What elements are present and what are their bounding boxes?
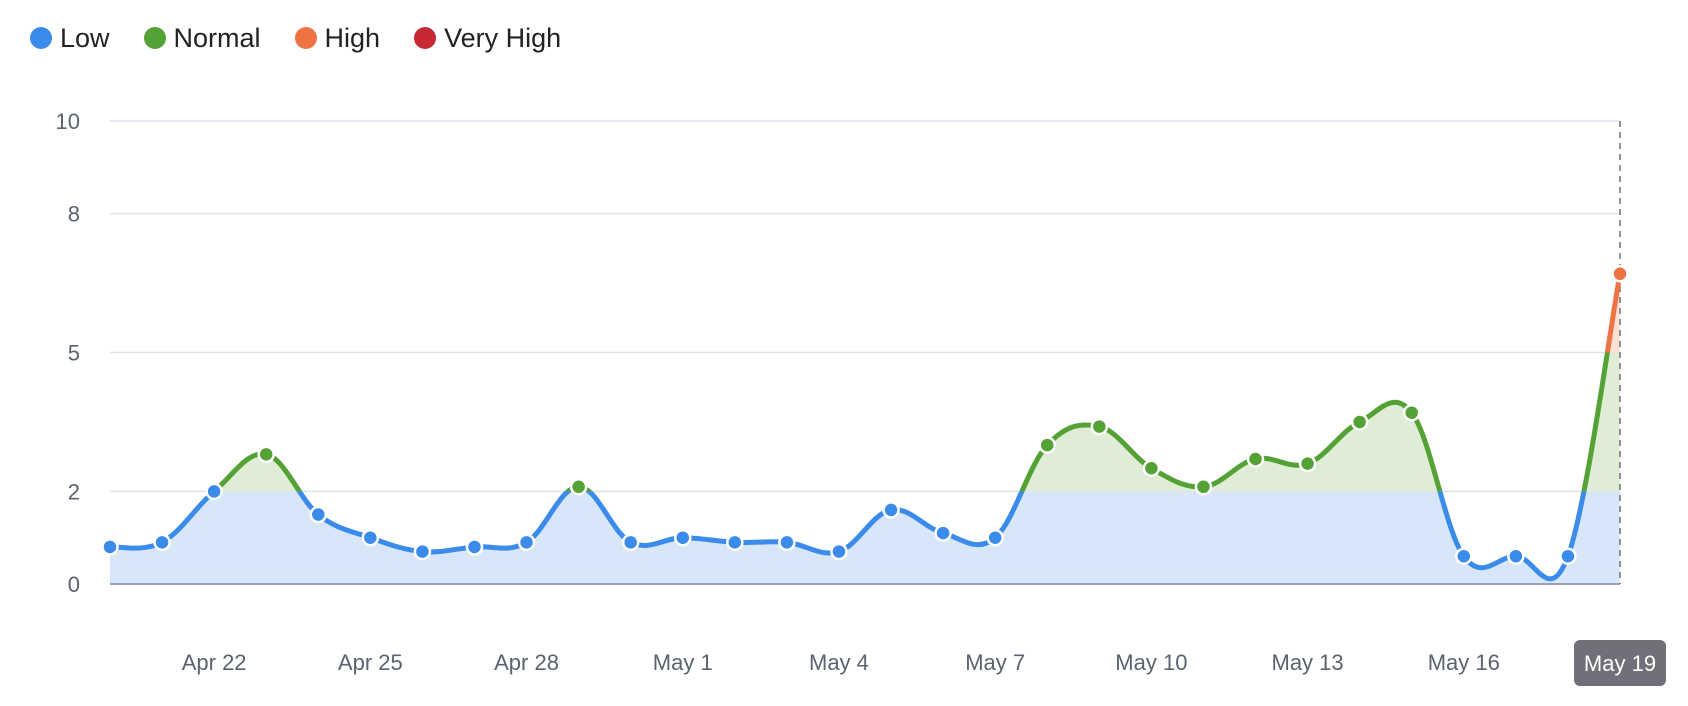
data-point[interactable] bbox=[882, 501, 900, 519]
data-point[interactable] bbox=[1350, 413, 1369, 431]
data-point[interactable] bbox=[934, 524, 952, 542]
chart-legend: Low Normal High Very High bbox=[30, 18, 561, 58]
y-tick-label: 5 bbox=[68, 341, 80, 366]
data-point[interactable] bbox=[309, 505, 328, 524]
y-tick-label: 8 bbox=[68, 202, 80, 227]
legend-label-very-high: Very High bbox=[444, 22, 562, 53]
legend-item-low[interactable]: Low bbox=[30, 23, 110, 54]
legend-marker-normal bbox=[143, 27, 166, 49]
x-tick-label: Apr 28 bbox=[494, 650, 559, 675]
y-tick-label: 10 bbox=[56, 109, 80, 134]
data-point[interactable] bbox=[726, 533, 744, 552]
data-point[interactable] bbox=[153, 533, 171, 552]
data-point[interactable] bbox=[1559, 547, 1577, 565]
legend-marker-high bbox=[294, 27, 317, 49]
data-point[interactable] bbox=[413, 542, 432, 561]
legend-label-high: High bbox=[324, 22, 381, 53]
data-point[interactable] bbox=[674, 528, 692, 547]
series-line-normal bbox=[210, 352, 1610, 492]
legend-marker-very-high bbox=[414, 27, 437, 49]
data-point[interactable] bbox=[1455, 547, 1473, 565]
legend-item-very-high[interactable]: Very High bbox=[414, 23, 561, 54]
x-axis bbox=[110, 121, 1621, 585]
data-point[interactable] bbox=[1246, 450, 1265, 468]
data-point[interactable] bbox=[1402, 403, 1421, 422]
data-point[interactable] bbox=[465, 538, 484, 556]
y-tick-label: 0 bbox=[68, 572, 80, 597]
data-point[interactable] bbox=[830, 542, 848, 561]
x-tick-label: May 4 bbox=[809, 650, 869, 675]
legend-label-normal: Normal bbox=[173, 22, 261, 53]
x-tick-label: May 7 bbox=[965, 650, 1025, 675]
data-point[interactable] bbox=[778, 533, 796, 552]
data-point[interactable] bbox=[101, 538, 119, 556]
data-point[interactable] bbox=[569, 478, 588, 496]
data-point[interactable] bbox=[1298, 454, 1317, 473]
data-points bbox=[101, 265, 1629, 565]
data-point[interactable] bbox=[1038, 436, 1056, 454]
x-tick-label: May 16 bbox=[1428, 650, 1500, 675]
legend-marker-low bbox=[30, 27, 52, 49]
highlighted-date-label: May 19 bbox=[1584, 651, 1656, 676]
data-point[interactable] bbox=[1090, 417, 1109, 436]
data-point[interactable] bbox=[1194, 478, 1213, 496]
data-point[interactable] bbox=[1507, 547, 1525, 565]
area-fill-low bbox=[110, 491, 1620, 584]
legend-label-low: Low bbox=[60, 22, 110, 53]
tick-labels: 0 2 5 8 10 Apr 22 Apr 25 Apr 28 May 1 May 4 May 7 M… bbox=[56, 109, 1666, 686]
data-point[interactable] bbox=[205, 482, 223, 501]
highlighted-date-badge bbox=[1574, 640, 1666, 686]
x-tick-label: May 13 bbox=[1272, 650, 1344, 675]
data-point[interactable] bbox=[621, 533, 640, 552]
legend-item-high[interactable]: High bbox=[294, 22, 381, 54]
y-tick-label: 2 bbox=[68, 479, 80, 504]
data-point[interactable] bbox=[1142, 459, 1161, 477]
legend-item-normal[interactable]: Normal bbox=[143, 22, 261, 54]
data-point[interactable] bbox=[1611, 265, 1629, 283]
data-point[interactable] bbox=[257, 445, 275, 464]
x-tick-label: May 1 bbox=[653, 650, 713, 675]
area-fills bbox=[110, 273, 1620, 584]
x-tick-label: May 10 bbox=[1115, 650, 1187, 675]
data-point[interactable] bbox=[517, 533, 536, 552]
data-point[interactable] bbox=[986, 528, 1004, 547]
x-tick-label: Apr 22 bbox=[182, 650, 247, 675]
data-point[interactable] bbox=[361, 528, 380, 547]
x-tick-label: Apr 25 bbox=[338, 650, 403, 675]
